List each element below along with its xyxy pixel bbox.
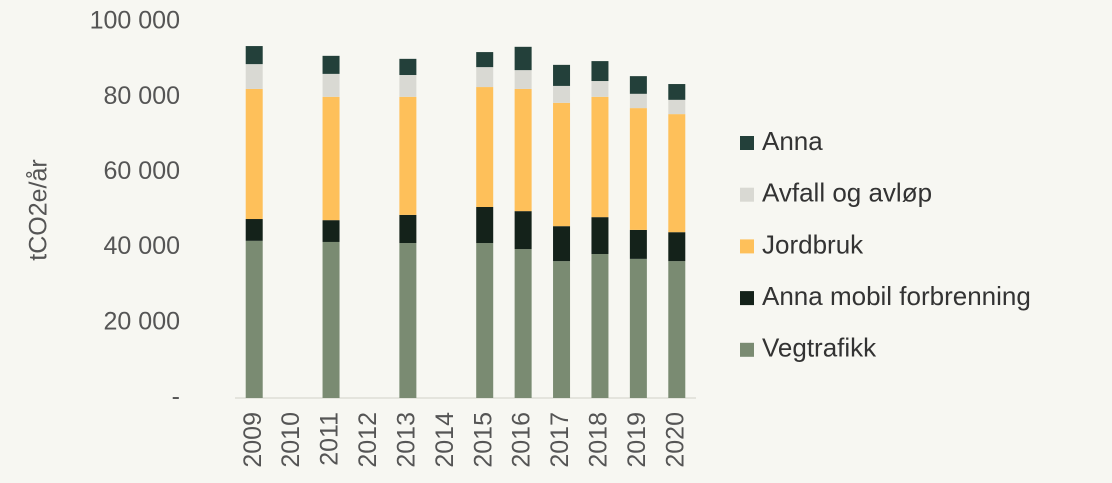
- bar-segment: [629, 108, 647, 230]
- bar-segment: [629, 76, 647, 94]
- bar-segment: [476, 52, 494, 68]
- y-axis-label: tCO2e/år: [25, 159, 53, 260]
- x-tick-label: 2017: [546, 412, 574, 468]
- bar-segment: [668, 232, 686, 262]
- x-tick-label: 2013: [392, 412, 420, 468]
- bar-segment: [553, 64, 571, 86]
- bar-segment: [591, 81, 609, 97]
- x-tick-label: 2020: [661, 412, 689, 468]
- y-tick-label: 100 000: [90, 7, 180, 35]
- bar-segment: [399, 75, 417, 97]
- bar-segment: [476, 67, 494, 88]
- bar-segment: [629, 258, 647, 398]
- bar-segment: [245, 64, 263, 89]
- legend-swatch: [740, 239, 754, 254]
- x-tick-label: 2011: [316, 412, 344, 466]
- bar-segment: [245, 46, 263, 65]
- bar-segment: [245, 88, 263, 220]
- bar-segment: [591, 96, 609, 218]
- legend-swatch: [740, 136, 754, 150]
- bar-segment: [668, 261, 686, 398]
- y-tick-label: 20 000: [104, 307, 180, 335]
- bar-segment: [399, 243, 417, 398]
- legend-label: Vegtrafikk: [762, 333, 877, 363]
- bar-segment: [399, 58, 417, 76]
- bar-segment: [476, 87, 494, 207]
- legend-swatch: [740, 342, 754, 357]
- bar-segment: [245, 219, 263, 241]
- legend-label: Jordbruk: [762, 229, 864, 259]
- bar-segment: [668, 114, 686, 233]
- bar-segment: [399, 96, 417, 215]
- x-tick-label: 2015: [469, 412, 497, 468]
- bar-segment: [591, 253, 609, 398]
- bar-segment: [553, 226, 571, 262]
- bar-segment: [476, 206, 494, 244]
- y-tick-label: 40 000: [104, 232, 180, 260]
- legend-swatch: [740, 187, 754, 202]
- x-tick-label: 2012: [354, 412, 382, 468]
- bar-segment: [629, 93, 647, 109]
- x-tick-label: 2009: [239, 412, 267, 468]
- bar-segment: [553, 261, 571, 398]
- bar-segment: [514, 88, 532, 212]
- bar-segment: [514, 249, 532, 398]
- legend-label: Anna mobil forbrenning: [762, 281, 1031, 311]
- x-tick-label: 2010: [277, 412, 305, 468]
- y-tick-label: 60 000: [104, 157, 180, 185]
- bar-segment: [322, 241, 340, 398]
- bar-segment: [514, 46, 532, 71]
- bar-segment: [322, 55, 340, 74]
- bar-segment: [668, 99, 686, 115]
- y-tick-label: 80 000: [104, 82, 180, 110]
- bar-segment: [514, 70, 532, 89]
- x-tick-label: 2019: [623, 412, 651, 468]
- bar-segment: [553, 102, 571, 227]
- bar-segment: [668, 84, 686, 100]
- legend-swatch: [740, 291, 754, 306]
- x-tick-label: 2018: [585, 412, 613, 468]
- bar-segment: [322, 73, 340, 97]
- legend-label: Avfall og avløp: [762, 178, 932, 208]
- bar-segment: [591, 217, 609, 254]
- bar-segment: [399, 214, 417, 244]
- x-tick-label: 2016: [508, 412, 536, 468]
- bar-segment: [322, 96, 340, 221]
- bar-segment: [591, 61, 609, 82]
- bar-segment: [553, 85, 571, 103]
- bar-segment: [476, 243, 494, 398]
- bar-segment: [322, 220, 340, 242]
- x-tick-label: 2014: [431, 412, 459, 468]
- y-tick-label: -: [172, 383, 180, 411]
- bar-segment: [245, 240, 263, 398]
- legend-label: Anna: [762, 126, 823, 156]
- bar-segment: [514, 211, 532, 250]
- bar-segment: [629, 229, 647, 259]
